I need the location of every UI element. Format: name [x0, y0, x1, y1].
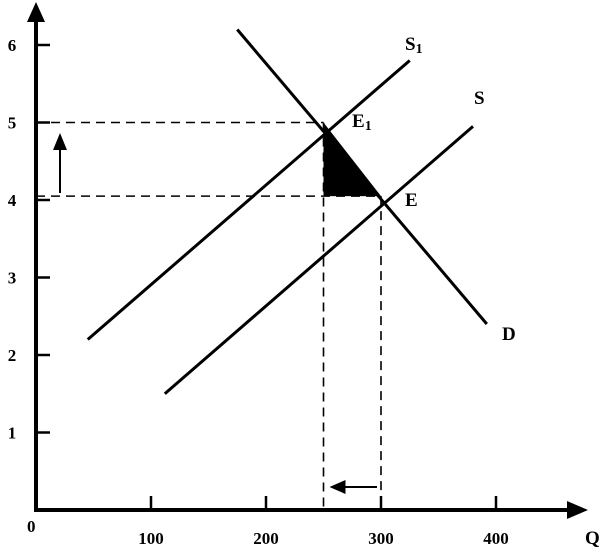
curve-s1 — [86, 59, 411, 341]
curve-labels: S1 S D E1 E — [352, 34, 516, 345]
label-e: E — [405, 190, 418, 211]
movement-arrows — [53, 133, 377, 494]
up-arrow-head — [53, 133, 67, 150]
guide-lines — [36, 121, 382, 510]
curves — [86, 28, 488, 395]
y-tick-label: 3 — [8, 269, 17, 288]
ticks: 1 2 3 4 5 6 100 200 300 400 — [8, 36, 509, 547]
y-tick-label: 2 — [8, 346, 17, 365]
axes — [27, 2, 588, 519]
label-s: S — [474, 88, 485, 109]
left-arrow-head — [329, 480, 346, 494]
shaded-triangle — [323, 122, 381, 197]
x-tick-label: 200 — [253, 529, 279, 547]
y-tick-label: 1 — [8, 424, 17, 443]
y-axis-arrowhead — [27, 2, 45, 22]
x-axis-arrowhead — [567, 501, 588, 519]
x-tick-label: 300 — [368, 529, 394, 547]
label-d: D — [502, 324, 516, 345]
label-s1: S1 — [405, 34, 423, 57]
origin-label: 0 — [27, 517, 36, 536]
x-tick-label: 400 — [483, 529, 509, 547]
y-tick-label: 6 — [8, 36, 17, 55]
curve-s — [163, 125, 474, 395]
x-axis-label: Q — [585, 528, 600, 547]
x-tick-label: 100 — [138, 529, 164, 547]
y-tick-label: 4 — [8, 191, 17, 210]
curve-d — [236, 28, 488, 325]
label-e1: E1 — [352, 111, 372, 134]
y-tick-label: 5 — [8, 114, 17, 133]
